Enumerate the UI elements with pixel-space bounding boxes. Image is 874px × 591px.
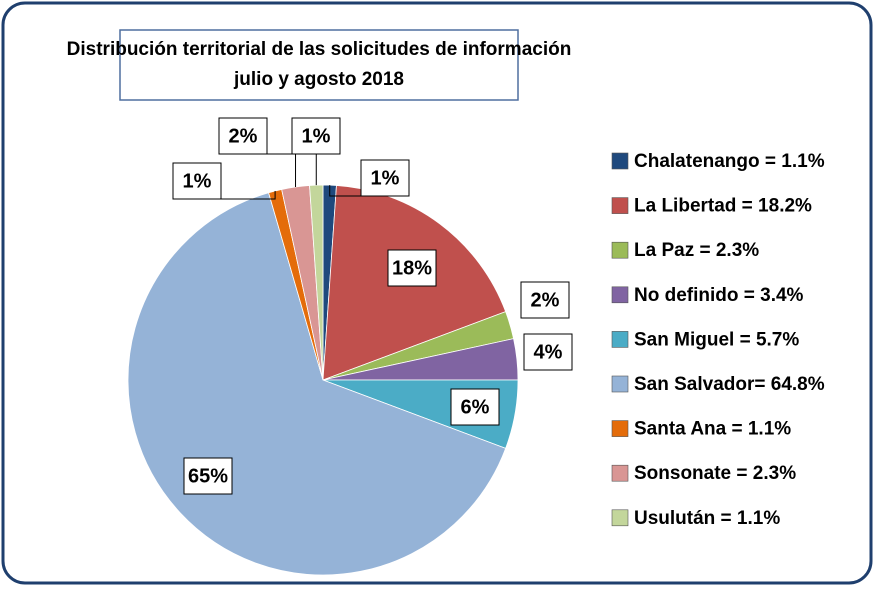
legend-label: La Libertad = 18.2% xyxy=(634,196,812,217)
legend-swatch xyxy=(612,465,628,481)
legend-swatch xyxy=(612,421,628,437)
data-label: 4% xyxy=(534,341,563,363)
legend-swatch xyxy=(612,331,628,347)
legend-label: La Paz = 2.3% xyxy=(634,240,759,261)
legend-label: Usulután = 1.1% xyxy=(634,508,780,529)
legend-label: San Salvador= 64.8% xyxy=(634,374,825,395)
legend-swatch xyxy=(612,376,628,392)
data-label: 18% xyxy=(392,257,432,279)
legend-swatch xyxy=(612,287,628,303)
data-label: 1% xyxy=(302,125,331,147)
data-label: 65% xyxy=(188,465,228,487)
legend-swatch xyxy=(612,153,628,169)
legend-swatch xyxy=(612,198,628,214)
data-label: 6% xyxy=(461,396,490,418)
data-label: 2% xyxy=(531,289,560,311)
data-label: 1% xyxy=(371,167,400,189)
legend-label: Chalatenango = 1.1% xyxy=(634,151,825,172)
chart-subtitle: julio y agosto 2018 xyxy=(233,69,404,90)
legend-swatch xyxy=(612,510,628,526)
legend-label: San Miguel = 5.7% xyxy=(634,329,799,350)
legend-label: Sonsonate = 2.3% xyxy=(634,463,796,484)
data-label: 1% xyxy=(183,170,212,192)
data-label: 2% xyxy=(229,125,258,147)
legend-label: Santa Ana = 1.1% xyxy=(634,419,791,440)
legend-label: No definido = 3.4% xyxy=(634,285,804,306)
legend-swatch xyxy=(612,242,628,258)
chart-title: Distribución territorial de las solicitu… xyxy=(67,39,572,60)
